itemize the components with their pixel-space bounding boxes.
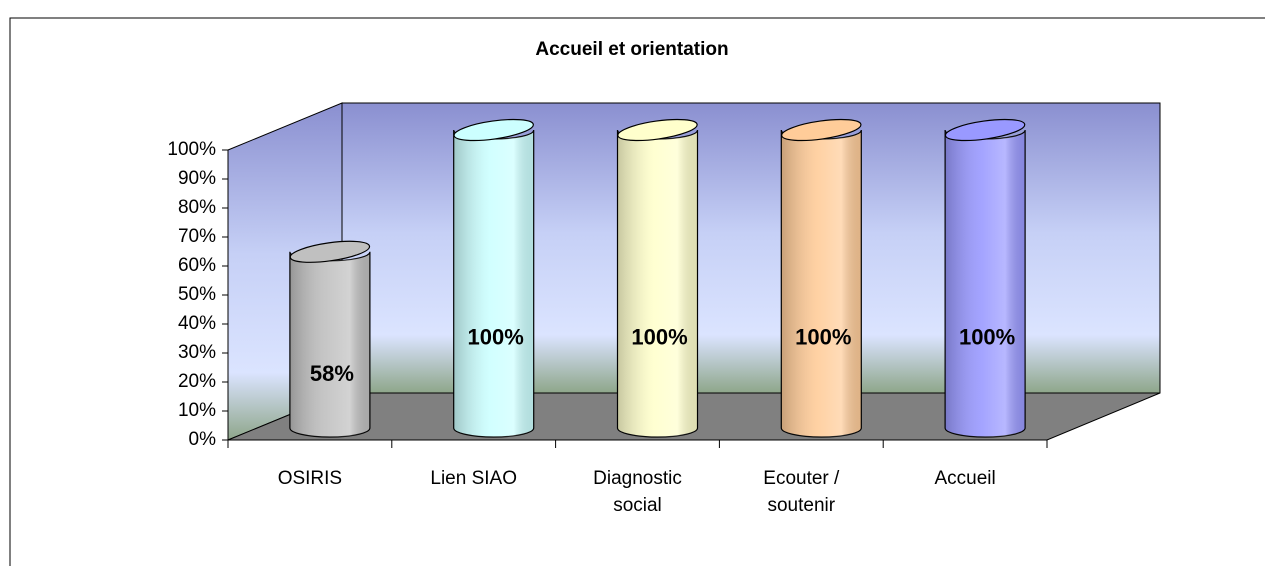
y-tick-label: 30%: [178, 342, 216, 363]
bar-shade: [945, 130, 1026, 437]
x-tick-label: Accueil: [934, 468, 996, 489]
y-tick-label: 50%: [178, 284, 216, 305]
data-label: 100%: [959, 324, 1015, 349]
x-tick-label: Ecouter / soutenir: [763, 468, 840, 516]
data-label: 100%: [468, 324, 524, 349]
y-tick-label: 70%: [178, 226, 216, 247]
y-tick-label: 40%: [178, 313, 216, 334]
y-tick-label: 60%: [178, 255, 216, 276]
y-tick-label: 20%: [178, 371, 216, 392]
y-tick-label: 80%: [178, 197, 216, 218]
bar-top: [289, 240, 371, 263]
y-tick-label: 0%: [189, 429, 217, 450]
bar-shade: [781, 130, 862, 437]
x-tick-label: Lien SIAO: [430, 468, 517, 489]
bar-top: [944, 118, 1026, 142]
y-tick-label: 90%: [178, 168, 216, 189]
bar-shade: [453, 130, 534, 437]
bar-top: [781, 118, 862, 142]
y-tick-label: 10%: [178, 400, 216, 421]
y-tick-label: 100%: [167, 139, 216, 160]
bar-top: [453, 118, 534, 142]
bar-shade: [617, 130, 698, 437]
chart-title: Accueil et orientation: [535, 39, 728, 60]
bar-shade: [289, 251, 370, 437]
data-label: 100%: [795, 324, 851, 349]
x-tick-label: Diagnostic social: [593, 468, 682, 516]
x-tick-label: OSIRIS: [277, 468, 343, 489]
bar-top: [617, 118, 698, 142]
data-label: 100%: [631, 324, 687, 349]
data-label: 58%: [310, 361, 354, 386]
